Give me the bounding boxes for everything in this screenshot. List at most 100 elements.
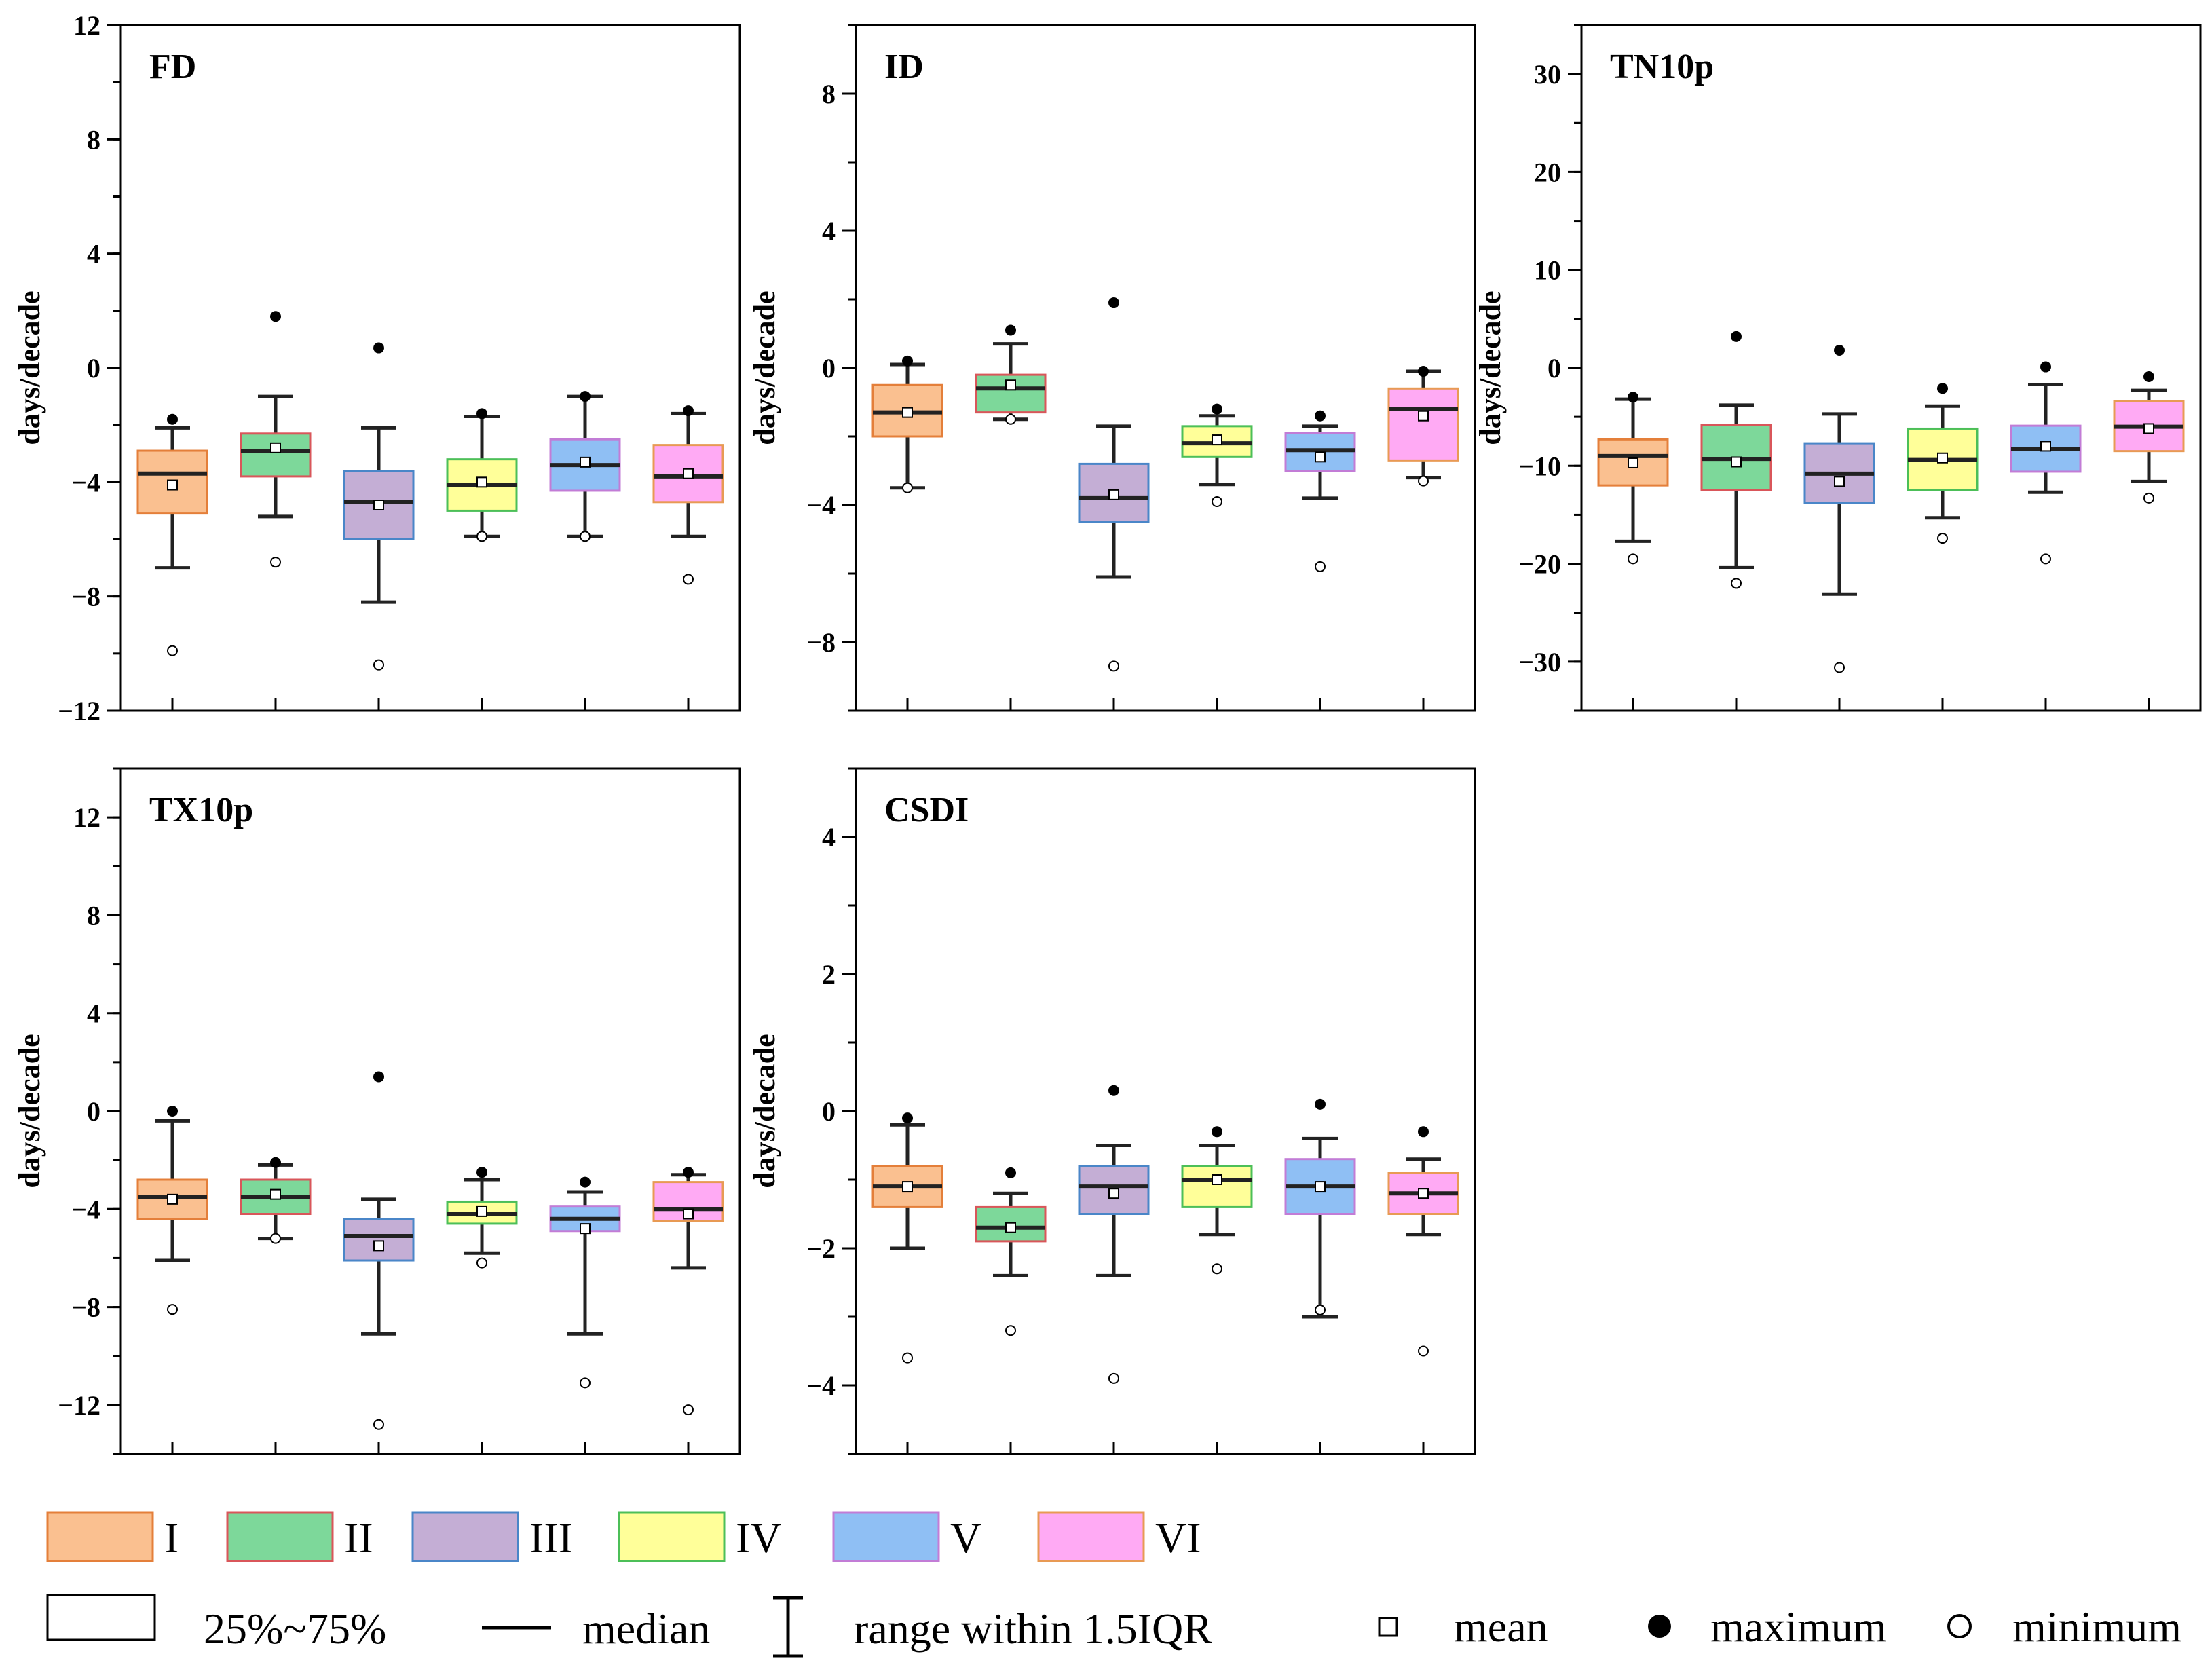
legend-min-marker <box>1947 1614 1972 1638</box>
box-v <box>1284 410 1356 572</box>
mean-marker <box>167 479 178 491</box>
box-iv <box>1181 1126 1253 1275</box>
max-marker <box>167 1106 178 1117</box>
min-marker <box>1005 1325 1016 1336</box>
y-tick-label: 0 <box>87 1096 100 1127</box>
panel-fd: −12 −8 −4 0 4 8 12 days/decade FD <box>13 10 741 726</box>
box-iii <box>1078 1085 1150 1384</box>
y-tick-label: −8 <box>71 582 100 612</box>
y-axis-label: days/decade <box>13 1034 46 1188</box>
y-tick-label: −4 <box>806 1370 836 1401</box>
box-i <box>1597 392 1669 565</box>
legend-swatch-v <box>832 1511 940 1562</box>
y-tick-label: 0 <box>822 353 836 383</box>
mean-marker <box>373 1240 384 1252</box>
box-iii <box>343 342 415 671</box>
min-marker <box>167 1304 178 1315</box>
mean-marker <box>270 1188 281 1200</box>
min-marker <box>1731 578 1742 589</box>
y-tick-label: −2 <box>806 1233 836 1264</box>
mean-marker <box>167 1193 178 1205</box>
min-marker <box>476 1257 487 1269</box>
mean-marker <box>1628 457 1638 468</box>
legend-swatch-iv <box>618 1511 726 1562</box>
max-marker <box>1212 1126 1222 1138</box>
mean-marker <box>902 1181 913 1193</box>
min-marker <box>1418 1345 1429 1357</box>
legend-label-v: V <box>950 1514 981 1562</box>
box-v <box>549 391 621 542</box>
legend-symbols: 25%~75% median range within 1.5IQR mean … <box>46 1594 2181 1658</box>
y-tick-label: 0 <box>87 353 100 383</box>
y-axis-label: days/decade <box>748 291 781 445</box>
min-marker <box>1315 561 1326 572</box>
y-tick-label: 10 <box>1534 255 1561 286</box>
legend-label-iv: IV <box>736 1514 782 1562</box>
panel-title: TX10p <box>149 791 253 829</box>
legend-label-i: I <box>164 1514 179 1562</box>
panel-id: −8 −4 0 4 8 days/decade ID <box>748 24 1476 712</box>
max-marker <box>1212 403 1222 415</box>
max-marker <box>1108 297 1119 309</box>
box-v <box>549 1176 621 1389</box>
mean-marker <box>683 1208 694 1220</box>
y-tick-label: −8 <box>71 1292 100 1323</box>
box-vi <box>2113 371 2185 504</box>
mean-marker <box>1418 410 1429 422</box>
max-marker <box>1418 366 1429 377</box>
mean-marker <box>1418 1188 1429 1199</box>
mean-marker <box>270 442 281 453</box>
mean-marker <box>580 456 591 468</box>
legend-swatch-ii <box>226 1511 334 1562</box>
legend-range-label: range within 1.5IQR <box>854 1605 1212 1653</box>
box-i <box>871 1112 943 1364</box>
y-tick-label: 4 <box>87 998 100 1029</box>
max-marker <box>476 408 487 419</box>
box-vi <box>1387 366 1459 487</box>
box-ii <box>975 324 1047 425</box>
min-marker <box>902 482 913 493</box>
min-marker <box>270 557 281 568</box>
min-marker <box>683 574 694 585</box>
y-tick-label: −4 <box>71 467 100 498</box>
mean-marker <box>2143 423 2154 434</box>
iqr-box <box>1387 387 1459 462</box>
box-iv <box>446 408 518 542</box>
min-marker <box>1315 1304 1326 1315</box>
min-marker <box>373 659 384 671</box>
max-marker <box>1005 1167 1016 1178</box>
box-iv <box>1181 403 1253 507</box>
legend-max-marker <box>1648 1615 1671 1638</box>
plot-frame <box>855 767 1476 1455</box>
max-marker <box>1418 1126 1429 1138</box>
legend-swatch-i <box>46 1511 154 1562</box>
min-marker <box>1212 1263 1222 1275</box>
mean-marker <box>1005 1222 1016 1233</box>
y-tick-label: 12 <box>73 802 100 833</box>
panel-title: TN10p <box>1610 48 1714 86</box>
mean-marker <box>902 407 913 418</box>
mean-marker <box>1212 434 1222 446</box>
legend-label-iii: III <box>529 1514 573 1562</box>
y-tick-label: 4 <box>822 216 836 246</box>
legend-label-ii: II <box>344 1514 373 1562</box>
min-marker <box>902 1352 913 1364</box>
max-marker <box>1834 345 1845 356</box>
legend-swatch-vi <box>1037 1511 1145 1562</box>
y-tick-label: 12 <box>73 10 100 41</box>
y-tick-label: −12 <box>58 696 100 726</box>
box-vi <box>652 1167 724 1416</box>
mean-marker <box>1108 489 1119 500</box>
legend-box-label: 25%~75% <box>204 1605 386 1653</box>
y-tick-label: 0 <box>1548 353 1561 383</box>
box-vi <box>1387 1126 1459 1357</box>
y-tick-label: 20 <box>1534 157 1561 187</box>
plot-frame <box>119 24 741 712</box>
legend-label-vi: VI <box>1155 1514 1201 1562</box>
panel-csdi: −4 −2 0 2 4 days/decade CSDI <box>748 767 1476 1455</box>
box-ii <box>1700 331 1772 589</box>
mean-marker <box>1212 1174 1222 1185</box>
iqr-box <box>343 1218 415 1262</box>
y-tick-label: −4 <box>71 1194 100 1224</box>
